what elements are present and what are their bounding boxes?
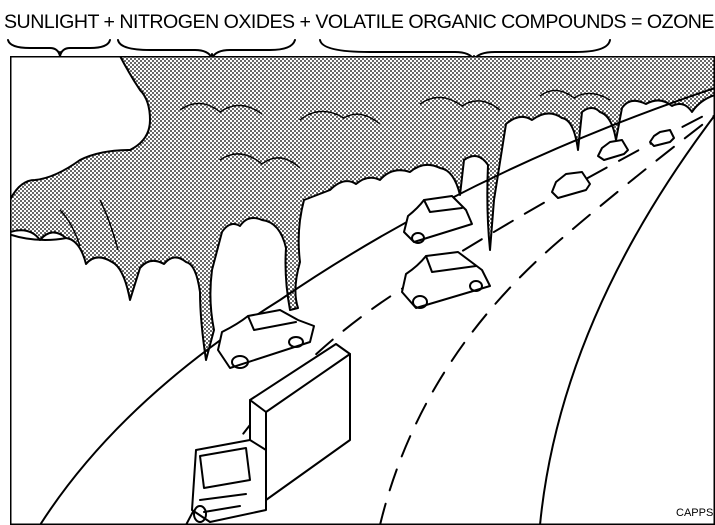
car (218, 310, 314, 368)
car (402, 252, 490, 308)
credit: CAPPS (676, 507, 713, 519)
page: SUNLIGHT + NITROGEN OXIDES + VOLATILE OR… (0, 0, 715, 525)
car (598, 140, 628, 160)
scene (0, 10, 715, 525)
truck (192, 344, 350, 522)
car (650, 130, 674, 146)
illustration: SUNLIGHT + NITROGEN OXIDES + VOLATILE OR… (0, 0, 715, 525)
car (404, 196, 472, 243)
equation-title: SUNLIGHT + NITROGEN OXIDES + VOLATILE OR… (4, 12, 714, 33)
car (552, 172, 590, 198)
